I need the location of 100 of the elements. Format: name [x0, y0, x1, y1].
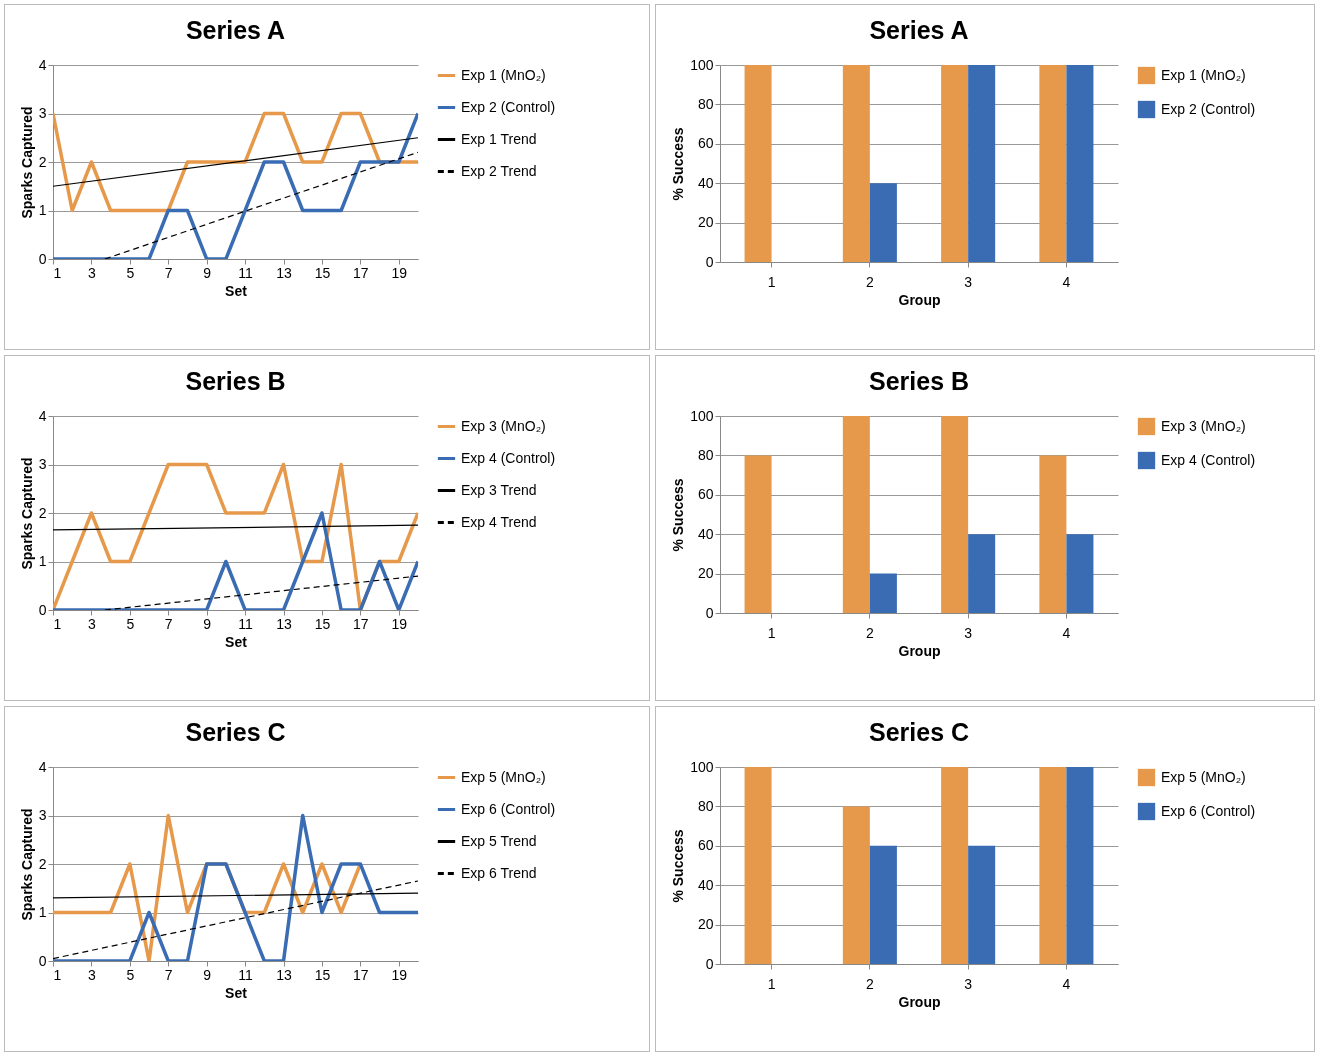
y-tick-label: 4: [38, 56, 47, 73]
x-tick-label: 19: [391, 264, 408, 281]
x-tick-label: 5: [126, 615, 135, 632]
chart-title: Series B: [185, 367, 286, 395]
x-tick-label: 9: [203, 264, 212, 281]
x-axis-title: Group: [898, 993, 941, 1010]
legend-label: Exp 6 Trend: [461, 864, 537, 881]
y-tick-label: 0: [38, 952, 47, 969]
x-tick-label: 7: [164, 966, 173, 983]
x-tick-label: 9: [203, 966, 212, 983]
chart-title: Series A: [869, 16, 969, 44]
x-tick-label: 11: [238, 966, 254, 983]
y-tick-label: 0: [705, 253, 714, 270]
y-tick-label: 3: [38, 105, 47, 121]
y-tick-label: 80: [697, 446, 714, 463]
legend-label: Exp 4 Trend: [461, 513, 537, 530]
y-axis-title: % Success: [670, 829, 687, 903]
bar: [941, 767, 969, 964]
x-tick-label: 4: [1062, 273, 1071, 290]
chart-title: Series C: [185, 718, 286, 746]
y-tick-label: 4: [38, 407, 47, 424]
y-tick-label: 1: [38, 202, 47, 218]
x-tick-label: 3: [964, 975, 973, 992]
y-tick-label: 1: [38, 904, 47, 920]
x-tick-label: 1: [767, 273, 776, 290]
x-axis-title: Set: [225, 282, 248, 299]
x-tick-label: 13: [276, 966, 293, 983]
x-axis-title: Set: [225, 984, 248, 1001]
y-tick-label: 60: [697, 135, 714, 152]
y-tick-label: 20: [697, 916, 714, 933]
y-tick-label: 100: [690, 758, 714, 775]
x-tick-label: 3: [964, 273, 973, 290]
legend-label: Exp 6 (Control): [1161, 802, 1256, 819]
bar: [842, 806, 870, 964]
y-tick-label: 20: [697, 214, 714, 231]
y-tick-label: 2: [38, 153, 47, 170]
chart-title: Series A: [185, 16, 286, 44]
y-tick-label: 1: [38, 553, 47, 569]
x-tick-label: 13: [276, 264, 293, 281]
legend-label: Exp 5 Trend: [461, 832, 537, 849]
x-tick-label: 1: [767, 624, 776, 641]
bar: [1039, 767, 1067, 964]
x-tick-label: 1: [53, 264, 62, 281]
y-tick-label: 100: [690, 407, 714, 424]
y-axis-title: Sparks Captured: [18, 808, 35, 921]
x-tick-label: 11: [238, 264, 254, 281]
bar: [1066, 767, 1094, 964]
x-tick-label: 17: [353, 615, 369, 632]
y-tick-label: 40: [697, 525, 714, 542]
legend-label: Exp 5 (MnO₂): [461, 768, 546, 785]
y-tick-label: 40: [697, 174, 714, 191]
y-tick-label: 40: [697, 876, 714, 893]
x-tick-label: 15: [314, 264, 331, 281]
x-tick-label: 15: [314, 615, 331, 632]
legend-label: Exp 6 (Control): [461, 800, 556, 817]
y-axis-title: % Success: [670, 127, 687, 201]
x-tick-label: 19: [391, 966, 408, 983]
y-axis-title: Sparks Captured: [18, 106, 35, 219]
bar: [968, 534, 996, 613]
legend-label: Exp 3 (MnO₂): [461, 417, 546, 434]
x-tick-label: 3: [964, 624, 973, 641]
x-tick-label: 3: [88, 966, 97, 983]
x-tick-label: 1: [53, 966, 62, 983]
legend-label: Exp 5 (MnO₂): [1161, 768, 1246, 785]
legend-label: Exp 1 (MnO₂): [461, 66, 546, 83]
y-tick-label: 60: [697, 486, 714, 503]
y-tick-label: 80: [697, 797, 714, 814]
x-axis-title: Set: [225, 633, 248, 650]
legend-label: Exp 1 (MnO₂): [1161, 66, 1246, 83]
legend-label: Exp 4 (Control): [461, 449, 556, 466]
chart-title: Series C: [868, 718, 970, 746]
x-tick-label: 1: [767, 975, 776, 992]
bar: [842, 416, 870, 613]
bar: [1039, 455, 1067, 613]
x-tick-label: 5: [126, 264, 135, 281]
x-tick-label: 2: [865, 273, 874, 290]
y-tick-label: 80: [697, 95, 714, 112]
x-tick-label: 7: [164, 615, 173, 632]
y-tick-label: 0: [705, 604, 714, 621]
y-tick-label: 0: [38, 601, 47, 618]
x-tick-label: 1: [53, 615, 62, 632]
x-tick-label: 17: [353, 264, 369, 281]
bar: [744, 767, 772, 964]
bar: [869, 573, 897, 613]
legend-label: Exp 4 (Control): [1161, 451, 1256, 468]
y-tick-label: 2: [38, 855, 47, 872]
bar: [941, 416, 969, 613]
bar: [1066, 534, 1094, 613]
x-tick-label: 2: [865, 624, 874, 641]
x-tick-label: 2: [865, 975, 874, 992]
chart-title: Series B: [868, 367, 970, 395]
x-tick-label: 15: [314, 966, 331, 983]
y-tick-label: 60: [697, 837, 714, 854]
legend-label: Exp 2 (Control): [461, 98, 556, 115]
x-tick-label: 5: [126, 966, 135, 983]
legend-label: Exp 2 (Control): [1161, 100, 1256, 117]
y-tick-label: 20: [697, 565, 714, 582]
bar: [744, 455, 772, 613]
y-axis-title: Sparks Captured: [18, 457, 35, 570]
x-tick-label: 9: [203, 615, 212, 632]
